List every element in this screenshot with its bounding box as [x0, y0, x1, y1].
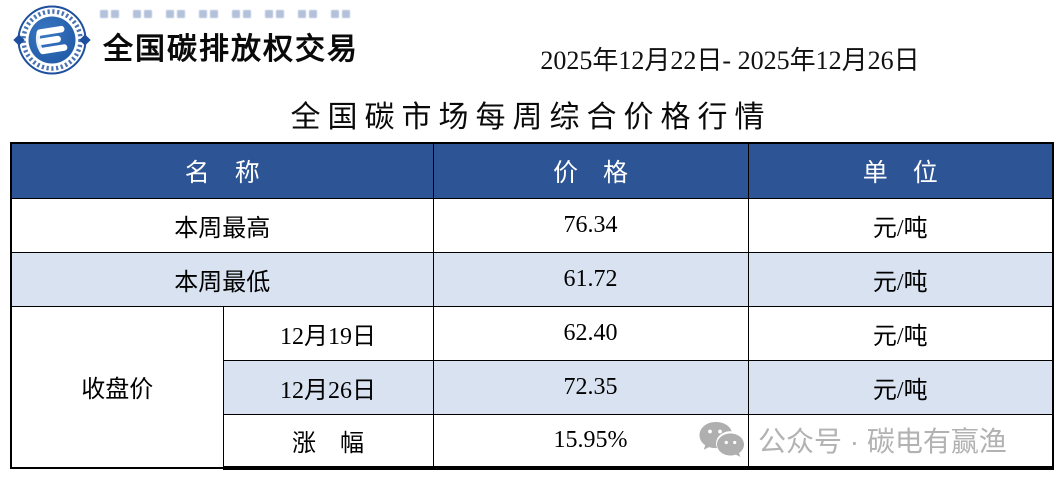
table-row-week-low: 本周最低 61.72 元/吨 — [10, 251, 1054, 307]
watermark-text: 公众号 · 碳电有赢渔 — [758, 426, 1007, 457]
row-price: 62.40 — [432, 305, 749, 361]
row-label: 涨 幅 — [222, 413, 434, 470]
wechat-account-watermark: 公众号 · 碳电有赢渔 — [698, 417, 1007, 463]
row-unit: 元/吨 — [747, 251, 1054, 307]
row-price: 15.95% — [432, 413, 749, 470]
row-label: 本周最高 — [10, 197, 434, 253]
faint-watermark-pattern — [100, 9, 350, 19]
brand-title: 全国碳排放权交易 — [103, 33, 359, 66]
row-label: 12月19日 — [222, 305, 434, 361]
close-price-group-label: 收盘价 — [10, 305, 224, 469]
date-range: 2025年12月22日- 2025年12月26日 — [540, 46, 920, 75]
exchange-seal-icon — [13, 5, 91, 75]
table-row-close-1219: 收盘价 12月19日 62.40 元/吨 — [10, 305, 1054, 469]
weekly-price-table: 名 称 价 格 单 位 本周最高 76.34 元/吨 本周最低 61.72 元/… — [10, 142, 1055, 470]
row-label: 12月26日 — [222, 359, 434, 415]
row-label: 本周最低 — [10, 251, 434, 307]
row-unit — [747, 413, 1054, 470]
header-unit: 单 位 — [747, 142, 1054, 199]
row-price: 76.34 — [432, 197, 749, 253]
wechat-icon — [699, 422, 744, 457]
table-header-row: 名 称 价 格 单 位 — [10, 142, 1054, 199]
row-price: 72.35 — [432, 359, 749, 415]
exchange-logo — [11, 5, 93, 75]
header-name: 名 称 — [10, 142, 434, 199]
header-price: 价 格 — [432, 142, 749, 199]
row-unit: 元/吨 — [747, 197, 1054, 253]
page-title: 全国碳市场每周综合价格行情 — [290, 101, 772, 134]
row-unit: 元/吨 — [747, 305, 1054, 361]
row-unit: 元/吨 — [747, 359, 1054, 415]
table-row-week-high: 本周最高 76.34 元/吨 — [10, 197, 1054, 253]
row-price: 61.72 — [432, 251, 749, 307]
